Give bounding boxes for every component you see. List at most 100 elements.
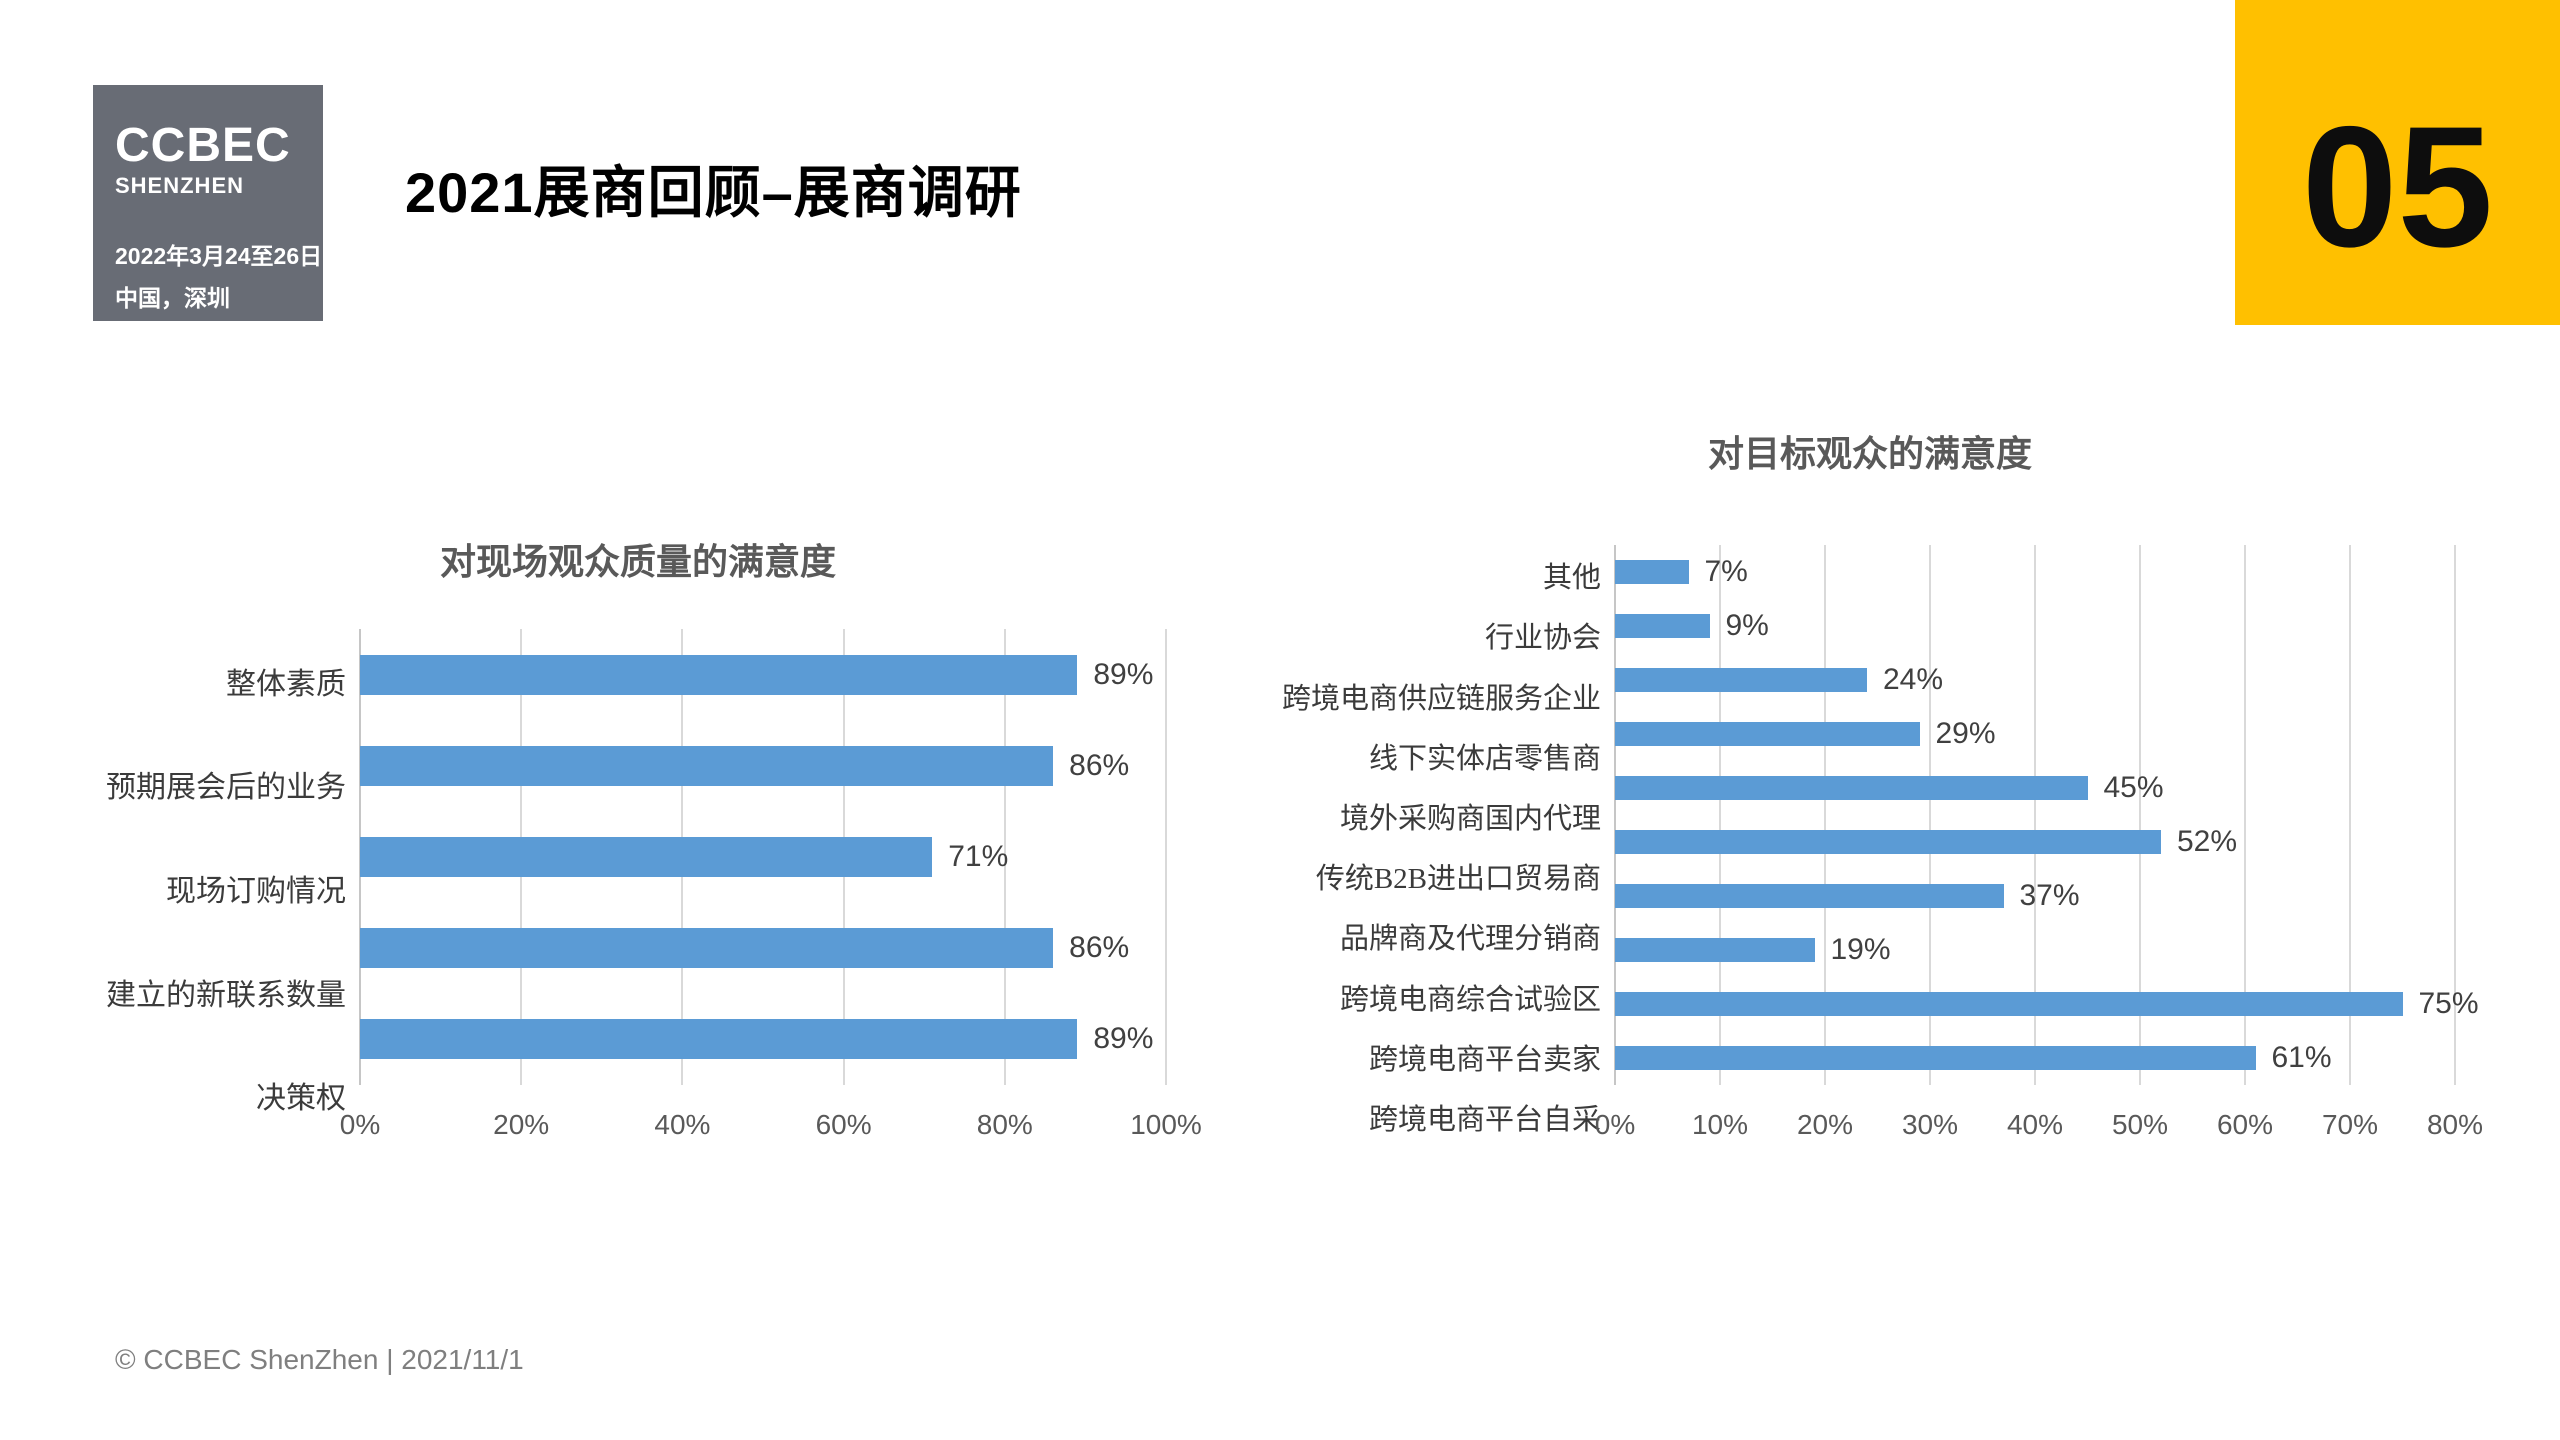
gridline [1824, 545, 1826, 1085]
category-label: 跨境电商供应链服务企业 [1281, 682, 1601, 715]
bar-row: 37% [1615, 869, 2455, 923]
logo-date-text: 2022年3月24至26日 [115, 243, 323, 270]
logo-location-text: 中国，深圳 [115, 285, 230, 312]
x-tick-label: 0% [1594, 1109, 1636, 1140]
bar-row: 71% [360, 811, 1166, 902]
chart-title: 对现场观众质量的满意度 [439, 541, 836, 582]
category-label: 行业协会 [1484, 622, 1601, 655]
bar-row: 9% [1615, 599, 2455, 653]
logo-city-text: SHENZHEN [115, 173, 245, 199]
chart-target-audience-satisfaction: 对目标观众的满意度 其他行业协会跨境电商供应链服务企业线下实体店零售商境外采购商… [1281, 425, 2483, 1147]
gridline [2034, 545, 2036, 1085]
x-tick-label: 30% [1901, 1109, 1959, 1140]
value-label: 61% [2271, 1041, 2332, 1074]
category-label: 跨境电商平台自采 [1368, 1103, 1601, 1136]
bar [1615, 722, 1920, 746]
plot-area: 7% 9% 24% 29% 45% 52% 37% 19% 75% 61% [1614, 545, 2479, 1085]
bar-row: 19% [1615, 923, 2455, 977]
bar-row: 89% [360, 994, 1166, 1085]
category-label: 跨境电商平台卖家 [1368, 1043, 1601, 1076]
value-label: 52% [2177, 825, 2238, 858]
bar [1615, 830, 2161, 854]
bar-row: 86% [360, 720, 1166, 811]
logo-brand-text: CCBEC [115, 119, 291, 172]
x-tick-label: 50% [2111, 1109, 2169, 1140]
bar-row: 52% [1615, 815, 2455, 869]
gridline [2244, 545, 2246, 1085]
page-title: 2021展商回顾–展商调研 [405, 161, 1022, 224]
category-label: 预期展会后的业务 [106, 771, 346, 805]
bar [360, 654, 1078, 695]
chart-onsite-audience-quality-satisfaction: 对现场观众质量的满意度 整体素质预期展会后的业务现场订购情况建立的新联系数量决策… [106, 533, 1202, 1147]
value-label: 9% [1725, 609, 1769, 642]
bar [360, 1019, 1078, 1060]
bar [360, 837, 933, 877]
value-label: 29% [1935, 717, 1996, 750]
category-label: 建立的新联系数量 [106, 978, 346, 1012]
chart-title: 对目标观众的满意度 [1707, 433, 2032, 474]
category-label: 其他 [1542, 562, 1601, 595]
bar [1615, 884, 2004, 908]
page-number: 05 [2301, 90, 2494, 283]
gridline [2139, 545, 2141, 1085]
gridline [1929, 545, 1931, 1085]
bar-row: 45% [1615, 761, 2455, 815]
category-label: 传统B2B进出口贸易商 [1315, 863, 1601, 896]
gridline [2349, 545, 2351, 1085]
bar-row: 89% [360, 629, 1166, 720]
bar [1615, 668, 1867, 692]
bar-row: 75% [1615, 977, 2479, 1031]
ccbec-logo: CCBEC SHENZHEN 2022年3月24至26日 中国，深圳 [93, 85, 323, 321]
x-tick-label: 10% [1691, 1109, 1749, 1140]
x-tick-label: 60% [2216, 1109, 2274, 1140]
value-label: 45% [2103, 771, 2164, 804]
bar [360, 928, 1054, 969]
gridline [1003, 629, 1006, 1085]
value-label: 71% [948, 840, 1009, 873]
category-label: 线下实体店零售商 [1368, 742, 1601, 775]
plot-area: 89% 86% 71% 86% 89% [359, 629, 1167, 1085]
category-axis: 整体素质预期展会后的业务现场订购情况建立的新联系数量决策权 [106, 629, 360, 1147]
category-label: 整体素质 [226, 667, 346, 701]
bar [1615, 992, 2403, 1016]
x-axis: 0% 10% 20% 30% 40% 50% 60% 70% 80% [1595, 1085, 2483, 1147]
value-label: 24% [1883, 663, 1944, 696]
value-label: 86% [1069, 931, 1130, 965]
x-tick-label: 80% [976, 1109, 1033, 1140]
category-label: 决策权 [256, 1082, 346, 1116]
page-number-badge: 05 [2235, 0, 2560, 325]
value-axis-line [1614, 545, 1616, 1085]
bar-row: 24% [1615, 653, 2455, 707]
x-axis: 0% 20% 40% 60% 80% 100% [340, 1085, 1202, 1147]
bar [360, 745, 1054, 786]
bar [1615, 776, 2088, 800]
value-label: 89% [1093, 1022, 1154, 1056]
x-tick-label: 100% [1130, 1109, 1202, 1140]
gridline [2454, 545, 2456, 1085]
bar [1615, 938, 1815, 962]
category-label: 境外采购商国内代理 [1339, 802, 1601, 835]
bar [1615, 614, 1710, 638]
x-tick-label: 70% [2321, 1109, 2379, 1140]
value-label: 19% [1830, 933, 1891, 966]
value-label: 75% [2418, 987, 2479, 1020]
x-tick-label: 20% [1796, 1109, 1854, 1140]
bar-row: 29% [1615, 707, 2455, 761]
bar-row: 7% [1615, 545, 2455, 599]
bar [1615, 1046, 2256, 1070]
category-label: 现场订购情况 [166, 874, 346, 908]
value-label: 86% [1069, 748, 1130, 782]
category-label: 品牌商及代理分销商 [1339, 923, 1601, 956]
x-tick-label: 0% [339, 1109, 381, 1140]
x-tick-label: 20% [493, 1109, 550, 1140]
bar [1615, 560, 1689, 584]
value-label: 89% [1093, 657, 1154, 691]
gridline [1165, 629, 1167, 1085]
bar-row: 61% [1615, 1031, 2455, 1085]
value-label: 7% [1704, 555, 1748, 588]
bar-row: 86% [360, 903, 1166, 994]
slide-footer: © CCBEC ShenZhen | 2021/11/1 [115, 1344, 524, 1375]
x-tick-label: 40% [2006, 1109, 2064, 1140]
category-label: 跨境电商综合试验区 [1339, 983, 1601, 1016]
